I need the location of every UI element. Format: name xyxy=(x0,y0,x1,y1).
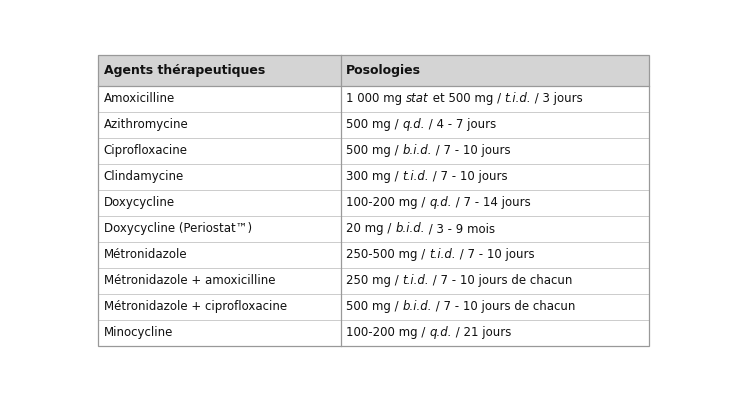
Bar xyxy=(98,164,650,190)
Text: Doxycycline (Periostat™): Doxycycline (Periostat™) xyxy=(104,222,252,235)
Bar xyxy=(98,242,650,268)
Text: Agents thérapeutiques: Agents thérapeutiques xyxy=(104,64,265,77)
Text: / 7 - 10 jours: / 7 - 10 jours xyxy=(429,170,508,183)
Bar xyxy=(98,55,650,86)
Text: Métronidazole + amoxicilline: Métronidazole + amoxicilline xyxy=(104,274,275,287)
Bar xyxy=(98,138,650,164)
Text: q.d.: q.d. xyxy=(402,118,425,131)
Text: 100-200 mg /: 100-200 mg / xyxy=(346,326,429,339)
Text: q.d.: q.d. xyxy=(429,197,452,209)
Text: / 7 - 14 jours: / 7 - 14 jours xyxy=(452,197,531,209)
Text: / 7 - 10 jours de chacun: / 7 - 10 jours de chacun xyxy=(429,274,573,287)
Bar xyxy=(98,112,650,138)
Text: Azithromycine: Azithromycine xyxy=(104,118,188,131)
Text: Métronidazole: Métronidazole xyxy=(104,248,187,261)
Bar xyxy=(98,190,650,216)
Text: et 500 mg /: et 500 mg / xyxy=(429,93,504,106)
Text: / 3 jours: / 3 jours xyxy=(531,93,583,106)
Text: b.i.d.: b.i.d. xyxy=(402,300,432,313)
Text: Doxycycline: Doxycycline xyxy=(104,197,175,209)
Text: t.i.d.: t.i.d. xyxy=(402,274,429,287)
Text: 500 mg /: 500 mg / xyxy=(346,118,402,131)
Text: Métronidazole + ciprofloxacine: Métronidazole + ciprofloxacine xyxy=(104,300,286,313)
Text: / 7 - 10 jours de chacun: / 7 - 10 jours de chacun xyxy=(432,300,575,313)
Text: b.i.d.: b.i.d. xyxy=(395,222,425,235)
Text: 500 mg /: 500 mg / xyxy=(346,300,402,313)
Text: t.i.d.: t.i.d. xyxy=(504,93,531,106)
Text: Minocycline: Minocycline xyxy=(104,326,173,339)
Text: t.i.d.: t.i.d. xyxy=(402,170,429,183)
Bar xyxy=(98,216,650,242)
Text: Clindamycine: Clindamycine xyxy=(104,170,184,183)
Text: Posologies: Posologies xyxy=(346,64,421,77)
Text: 20 mg /: 20 mg / xyxy=(346,222,395,235)
Bar xyxy=(98,86,650,112)
Bar xyxy=(98,320,650,346)
Bar xyxy=(98,268,650,294)
Text: / 4 - 7 jours: / 4 - 7 jours xyxy=(425,118,496,131)
Text: 500 mg /: 500 mg / xyxy=(346,145,402,157)
Text: 250 mg /: 250 mg / xyxy=(346,274,402,287)
Text: q.d.: q.d. xyxy=(429,326,452,339)
Bar xyxy=(98,294,650,320)
Text: Amoxicilline: Amoxicilline xyxy=(104,93,175,106)
Text: / 7 - 10 jours: / 7 - 10 jours xyxy=(432,145,511,157)
Text: 1 000 mg: 1 000 mg xyxy=(346,93,406,106)
Text: / 7 - 10 jours: / 7 - 10 jours xyxy=(456,248,534,261)
Text: / 3 - 9 mois: / 3 - 9 mois xyxy=(425,222,495,235)
Text: Ciprofloxacine: Ciprofloxacine xyxy=(104,145,187,157)
Text: stat: stat xyxy=(406,93,429,106)
Text: 100-200 mg /: 100-200 mg / xyxy=(346,197,429,209)
Text: b.i.d.: b.i.d. xyxy=(402,145,432,157)
Text: 300 mg /: 300 mg / xyxy=(346,170,402,183)
Text: t.i.d.: t.i.d. xyxy=(429,248,456,261)
Text: / 21 jours: / 21 jours xyxy=(452,326,511,339)
Text: 250-500 mg /: 250-500 mg / xyxy=(346,248,429,261)
